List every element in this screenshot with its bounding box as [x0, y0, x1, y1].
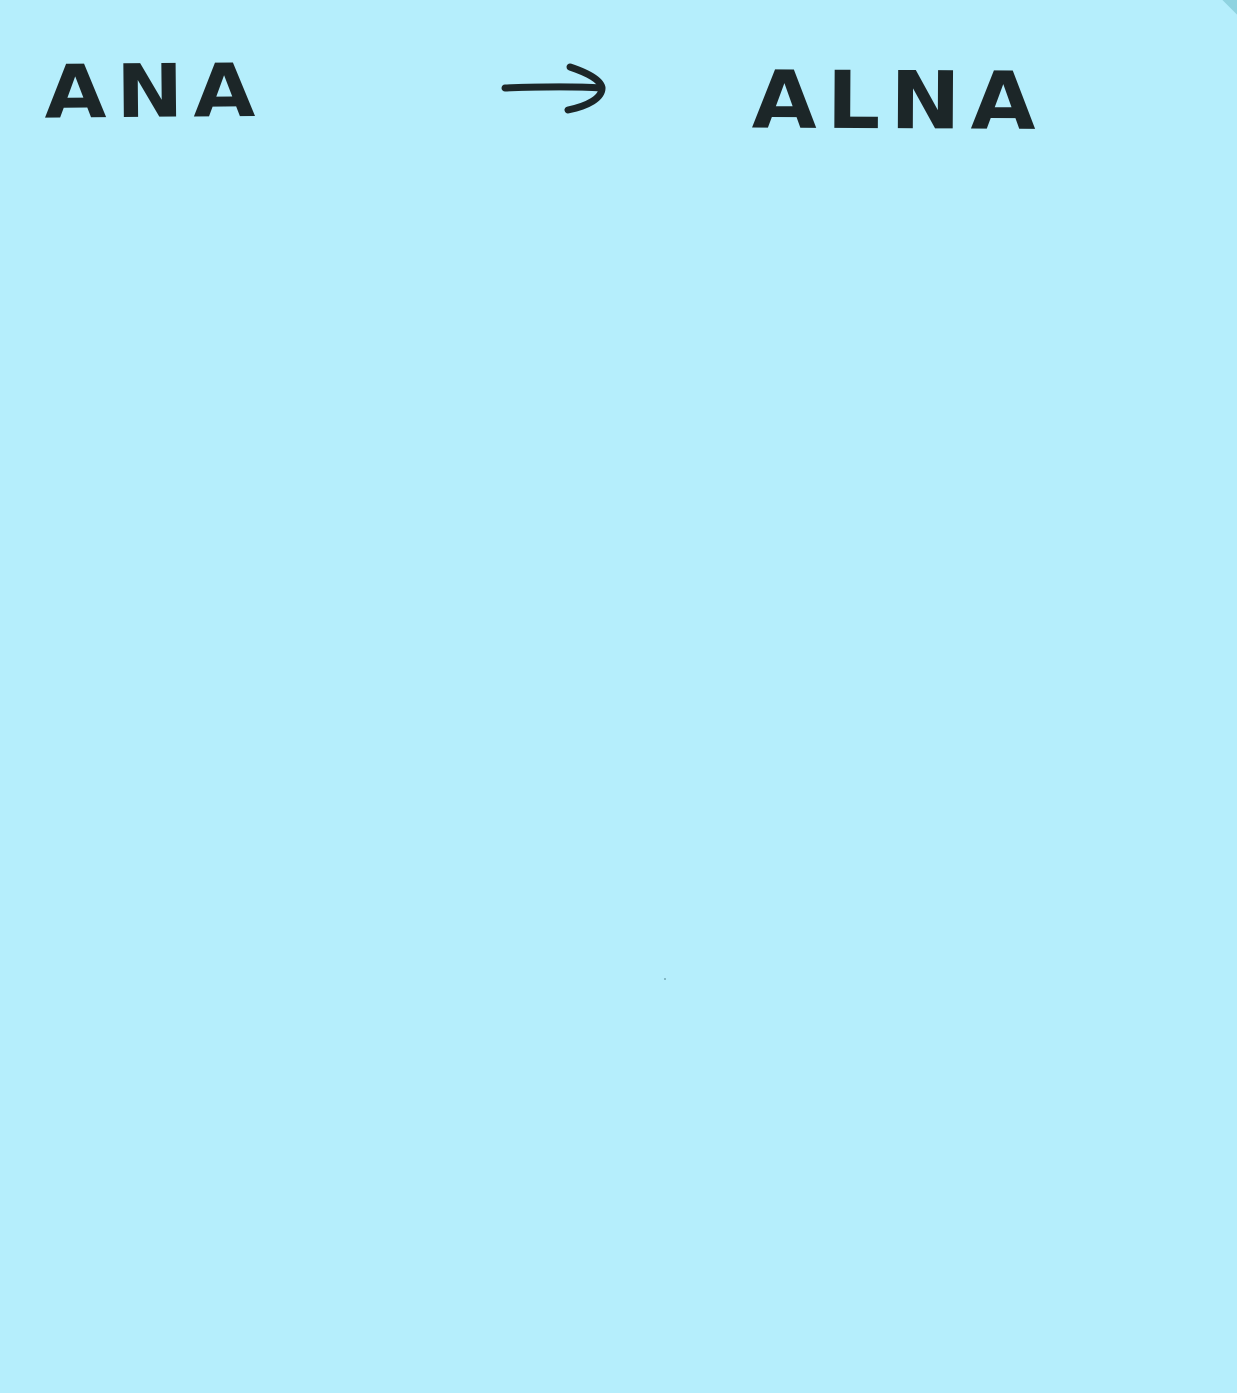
target-word: ALNA	[751, 53, 1046, 148]
source-word: ANA	[43, 47, 266, 136]
note-corner-fold	[1219, 0, 1237, 18]
right-arrow-icon	[501, 63, 606, 114]
paper-speck	[664, 978, 666, 980]
